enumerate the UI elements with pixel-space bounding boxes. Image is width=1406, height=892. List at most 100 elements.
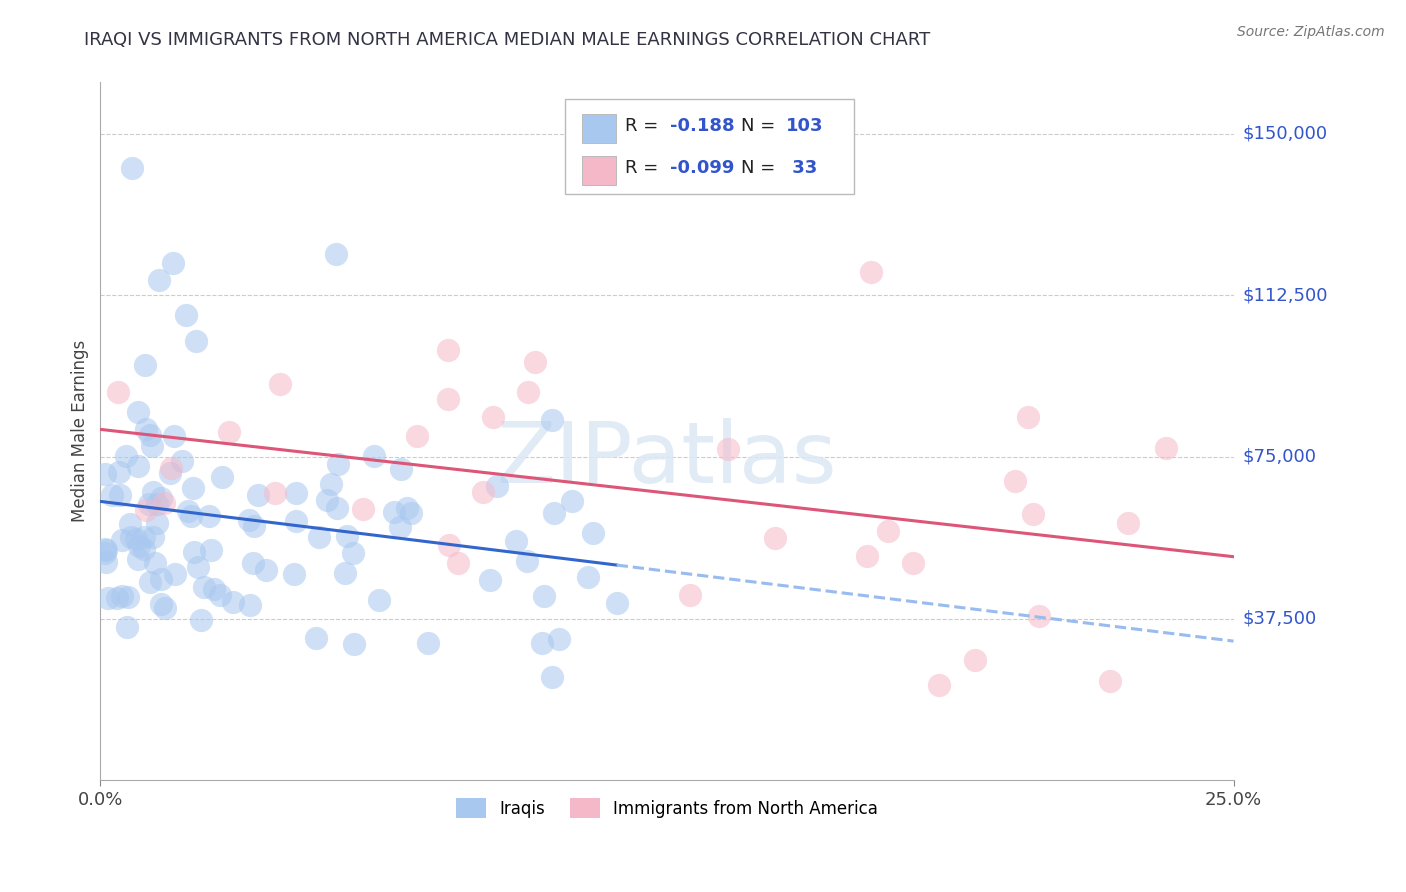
FancyBboxPatch shape	[565, 99, 853, 194]
Point	[859, 264, 882, 278]
Point	[149, 572, 172, 586]
Point	[363, 450, 385, 464]
Point	[1116, 516, 1139, 530]
Point	[94, 541, 117, 556]
Point	[139, 574, 162, 589]
Point	[1022, 507, 1045, 521]
Y-axis label: Median Male Earnings: Median Male Earnings	[72, 340, 89, 522]
Point	[208, 588, 231, 602]
Point	[533, 590, 555, 604]
Point	[1017, 410, 1039, 425]
Point	[115, 449, 138, 463]
Point	[105, 591, 128, 605]
Text: IRAQI VS IMMIGRANTS FROM NORTH AMERICA MEDIAN MALE EARNINGS CORRELATION CHART: IRAQI VS IMMIGRANTS FROM NORTH AMERICA M…	[84, 31, 931, 49]
Point	[180, 509, 202, 524]
Point	[326, 458, 349, 472]
Point	[389, 462, 412, 476]
Point	[141, 485, 163, 500]
Point	[1028, 609, 1050, 624]
Point	[481, 410, 503, 425]
Point	[177, 504, 200, 518]
Point	[125, 532, 148, 546]
Point	[576, 570, 599, 584]
Point	[127, 459, 149, 474]
Point	[193, 580, 215, 594]
Point	[541, 413, 564, 427]
Point	[200, 543, 222, 558]
Point	[155, 601, 177, 615]
Text: $75,000: $75,000	[1243, 448, 1316, 466]
Point	[239, 599, 262, 613]
Text: Source: ZipAtlas.com: Source: ZipAtlas.com	[1237, 25, 1385, 39]
Point	[336, 528, 359, 542]
Point	[186, 560, 208, 574]
Point	[606, 596, 628, 610]
Point	[107, 385, 129, 400]
Point	[135, 503, 157, 517]
Point	[485, 478, 508, 492]
Point	[1004, 474, 1026, 488]
Point	[308, 530, 330, 544]
Point	[162, 429, 184, 443]
Point	[183, 545, 205, 559]
Point	[517, 385, 540, 400]
Point	[352, 501, 374, 516]
Point	[218, 425, 240, 439]
Point	[382, 505, 405, 519]
Point	[447, 557, 470, 571]
Point	[368, 593, 391, 607]
Point	[135, 422, 157, 436]
Point	[160, 460, 183, 475]
Point	[149, 491, 172, 505]
Bar	[582, 113, 616, 143]
Point	[138, 496, 160, 510]
Point	[97, 591, 120, 605]
Point	[149, 597, 172, 611]
Legend: Iraqis, Immigrants from North America: Iraqis, Immigrants from North America	[449, 792, 884, 824]
Point	[101, 488, 124, 502]
Text: -0.188: -0.188	[671, 117, 735, 136]
Point	[120, 530, 142, 544]
Point	[285, 485, 308, 500]
Point	[436, 392, 458, 406]
Point	[246, 488, 269, 502]
Point	[342, 546, 364, 560]
Text: -0.099: -0.099	[671, 159, 735, 178]
Point	[406, 428, 429, 442]
Point	[928, 678, 950, 692]
Point	[198, 508, 221, 523]
Text: $37,500: $37,500	[1243, 609, 1317, 628]
Point	[472, 485, 495, 500]
Point	[524, 355, 547, 369]
Text: N =: N =	[741, 159, 780, 178]
Point	[145, 556, 167, 570]
Point	[1154, 442, 1177, 456]
Text: 103: 103	[786, 117, 824, 136]
Point	[134, 358, 156, 372]
Point	[148, 273, 170, 287]
Point	[132, 542, 155, 557]
Point	[548, 632, 571, 646]
Point	[128, 539, 150, 553]
Point	[162, 256, 184, 270]
Text: N =: N =	[741, 117, 780, 136]
Point	[117, 590, 139, 604]
Point	[717, 442, 740, 456]
Point	[254, 563, 277, 577]
Point	[243, 519, 266, 533]
Point	[202, 582, 225, 597]
Point	[159, 466, 181, 480]
Point	[965, 652, 987, 666]
Point	[763, 532, 786, 546]
Text: R =: R =	[626, 117, 664, 136]
Point	[108, 466, 131, 480]
Point	[242, 556, 264, 570]
Point	[305, 631, 328, 645]
Point	[94, 546, 117, 560]
Point	[165, 567, 187, 582]
Point	[146, 516, 169, 530]
Point	[516, 554, 538, 568]
Point	[343, 637, 366, 651]
Bar	[582, 155, 616, 185]
Point	[582, 526, 605, 541]
